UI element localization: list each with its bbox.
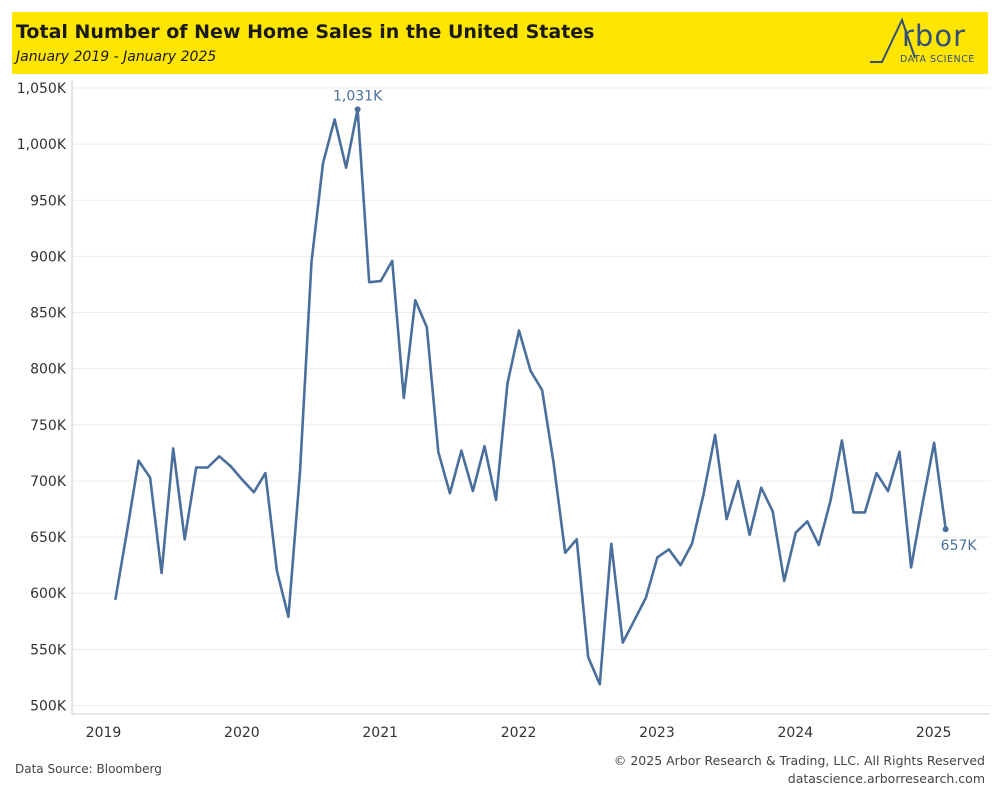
logo-subtitle: DATA SCIENCE	[900, 54, 975, 65]
chart-subtitle: January 2019 - January 2025	[16, 49, 217, 65]
x-tick-label: 2021	[362, 725, 398, 741]
peak-value-label: 1,031K	[333, 88, 383, 104]
copyright-block: © 2025 Arbor Research & Trading, LLC. Al…	[614, 752, 985, 788]
series-layer	[114, 108, 948, 686]
y-tick-label: 800K	[30, 362, 67, 378]
x-tick-label: 2019	[86, 725, 122, 741]
y-tick-label: 700K	[30, 474, 67, 490]
x-tick-label: 2022	[501, 725, 537, 741]
series-line	[114, 108, 948, 686]
gridlines	[72, 87, 990, 706]
y-tick-label: 550K	[30, 642, 67, 658]
data-labels: 1,031K 657K	[333, 88, 977, 554]
y-axis: 500K 550K 600K 650K 700K 750K 800K 850K 900K 950K…	[17, 80, 73, 715]
y-tick-label: 600K	[30, 586, 67, 602]
y-tick-label: 850K	[30, 306, 67, 322]
x-tick-label: 2025	[916, 725, 952, 741]
x-tick-label: 2024	[777, 725, 813, 741]
y-tick-label: 1,000K	[17, 137, 67, 153]
data-source: Data Source: Bloomberg	[15, 762, 162, 776]
y-tick-label: 950K	[30, 193, 67, 209]
latest-value-label: 657K	[941, 538, 978, 554]
data-point-marker	[354, 106, 361, 113]
logo-wordmark: rbor	[902, 19, 966, 53]
y-tick-label: 900K	[30, 249, 67, 265]
website-url[interactable]: datascience.arborresearch.com	[787, 771, 985, 786]
y-tick-label: 1,050K	[17, 81, 67, 97]
arbor-logo-a-icon	[870, 17, 916, 63]
chart-title: Total Number of New Home Sales in the Un…	[16, 21, 595, 43]
x-tick-label: 2023	[639, 725, 675, 741]
arbor-logo: rbor DATA SCIENCE	[868, 14, 988, 72]
y-tick-label: 750K	[30, 418, 67, 434]
header-banner: Total Number of New Home Sales in the Un…	[12, 12, 988, 74]
x-axis: 2019 2020 2021 2022 2023 2024 2025	[72, 713, 990, 741]
copyright-text: © 2025 Arbor Research & Trading, LLC. Al…	[613, 753, 985, 768]
x-tick-label: 2020	[224, 725, 260, 741]
y-tick-label: 500K	[30, 699, 67, 715]
y-tick-label: 650K	[30, 530, 67, 546]
data-point-marker	[942, 526, 949, 533]
